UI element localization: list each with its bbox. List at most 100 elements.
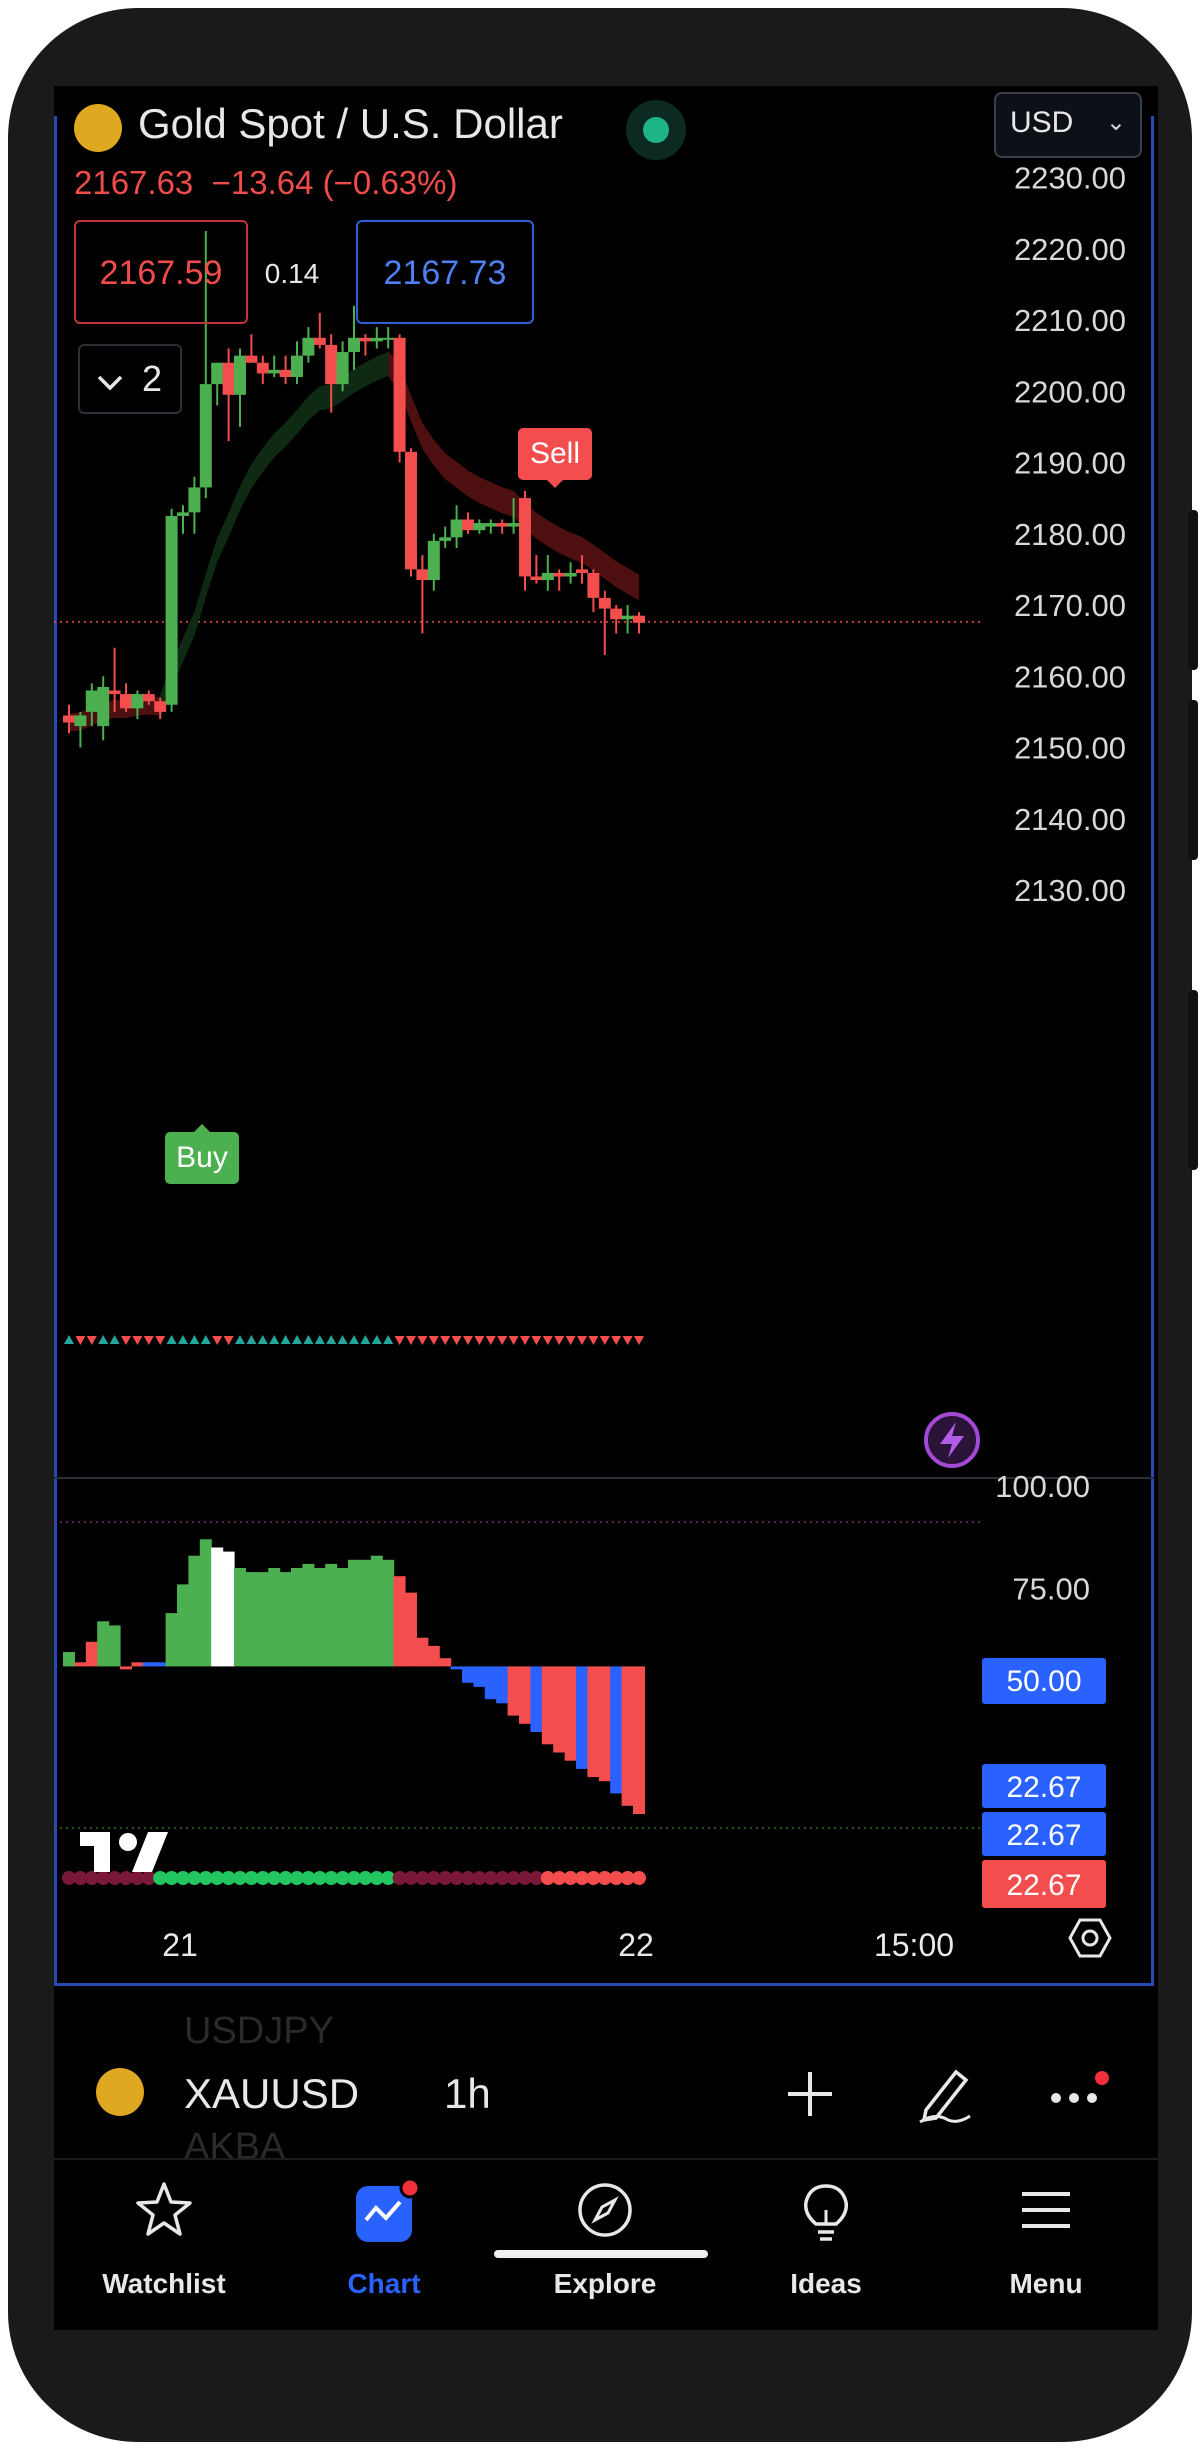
candle-body bbox=[519, 498, 531, 577]
currency-value: USD bbox=[1010, 106, 1074, 139]
osc-bar bbox=[234, 1568, 246, 1667]
osc-badge-1: 22.67 bbox=[982, 1764, 1106, 1808]
signal-dot bbox=[164, 1871, 179, 1885]
candle-body bbox=[302, 337, 315, 356]
candle-body bbox=[313, 337, 326, 345]
osc-bar bbox=[427, 1645, 440, 1667]
indicators-toggle[interactable]: 2 bbox=[78, 344, 182, 414]
nav-chart[interactable]: Chart bbox=[274, 2160, 494, 2330]
osc-bar bbox=[313, 1568, 326, 1667]
signal-dot bbox=[404, 1871, 418, 1885]
signal-dot bbox=[335, 1871, 350, 1885]
marker-up bbox=[200, 1335, 211, 1344]
candle-body bbox=[507, 523, 520, 527]
marker-up bbox=[337, 1335, 348, 1344]
marker-up bbox=[303, 1335, 314, 1344]
marker-down bbox=[212, 1336, 223, 1345]
osc-badge-blue-value: 50.00 bbox=[1006, 1665, 1081, 1698]
chevron-down-icon bbox=[97, 375, 123, 391]
phone-side-button bbox=[1188, 990, 1198, 1170]
osc-tick-label: 75.00 bbox=[1012, 1572, 1090, 1607]
marker-down bbox=[394, 1336, 405, 1345]
nav-watchlist[interactable]: Watchlist bbox=[54, 2160, 274, 2330]
bottom-nav: Watchlist Chart Explore Ideas Menu bbox=[54, 2158, 1158, 2330]
osc-bar bbox=[97, 1621, 110, 1667]
marker-up bbox=[98, 1335, 109, 1344]
signal-dot bbox=[586, 1871, 601, 1885]
signal-dot bbox=[495, 1871, 510, 1885]
signal-dot bbox=[449, 1871, 464, 1885]
marker-down bbox=[428, 1336, 439, 1345]
symbol-title[interactable]: Gold Spot / U.S. Dollar bbox=[138, 100, 563, 147]
gear-icon[interactable] bbox=[1068, 1918, 1112, 1958]
osc-bar bbox=[291, 1568, 303, 1667]
nav-explore[interactable]: Explore bbox=[495, 2160, 715, 2330]
last-price: 2167.63 bbox=[74, 164, 194, 201]
signal-dot bbox=[347, 1871, 361, 1885]
signal-dot bbox=[381, 1871, 396, 1885]
osc-bar bbox=[188, 1555, 201, 1667]
candle-body bbox=[450, 519, 463, 538]
signal-dot bbox=[244, 1871, 259, 1885]
marker-up bbox=[360, 1335, 371, 1344]
timeframe[interactable]: 1h bbox=[444, 2070, 491, 2117]
signal-dot bbox=[472, 1871, 487, 1885]
candle-body bbox=[177, 512, 189, 516]
candle-body bbox=[484, 523, 497, 527]
plus-icon[interactable] bbox=[784, 2068, 836, 2120]
star-icon bbox=[136, 2182, 192, 2236]
marker-down bbox=[622, 1336, 633, 1345]
osc-bar bbox=[587, 1666, 600, 1778]
price-chart[interactable]: 2230.00 2220.00 2210.00 2200.00 2190.00 2180.… bbox=[54, 86, 1158, 1986]
lightning-icon[interactable] bbox=[924, 1412, 980, 1468]
marker-down bbox=[143, 1336, 154, 1345]
osc-bar bbox=[211, 1547, 224, 1667]
osc-bar bbox=[131, 1662, 144, 1667]
marker-down bbox=[542, 1336, 553, 1345]
chart-icon bbox=[356, 2180, 421, 2242]
price-change: −13.64 (−0.63%) bbox=[211, 164, 458, 201]
candle-body bbox=[131, 694, 144, 709]
marker-down bbox=[474, 1336, 485, 1345]
marker-down bbox=[86, 1336, 97, 1345]
osc-badge-3: 22.67 bbox=[982, 1860, 1106, 1908]
currency-select[interactable]: USD ⌄ bbox=[994, 92, 1142, 158]
osc-bar bbox=[359, 1559, 372, 1667]
buy-price-button[interactable]: 2167.73 bbox=[356, 220, 534, 324]
candle-body bbox=[245, 355, 258, 363]
candle-body bbox=[382, 337, 395, 340]
osc-badge-2-value: 22.67 bbox=[1006, 1819, 1081, 1852]
price-change-line: 2167.63 −13.64 (−0.63%) bbox=[74, 164, 457, 202]
candle-body bbox=[633, 615, 645, 623]
osc-bar bbox=[142, 1662, 155, 1667]
marker-down bbox=[463, 1336, 473, 1345]
axis-top-mask bbox=[54, 86, 1158, 116]
osc-bar bbox=[63, 1652, 75, 1667]
signal-dot bbox=[107, 1871, 122, 1885]
osc-bar bbox=[279, 1572, 292, 1667]
candle-body bbox=[427, 540, 440, 581]
nav-ideas[interactable]: Ideas bbox=[716, 2160, 936, 2330]
signal-dot bbox=[597, 1871, 612, 1885]
price-tick-label: 2170.00 bbox=[1014, 588, 1126, 623]
candle-body bbox=[462, 519, 474, 531]
nav-menu[interactable]: Menu bbox=[936, 2160, 1156, 2330]
sell-signal: Sell bbox=[518, 428, 592, 488]
sell-price-button[interactable]: 2167.59 bbox=[74, 220, 248, 324]
nav-label: Chart bbox=[347, 2268, 421, 2299]
osc-bar bbox=[74, 1662, 87, 1667]
osc-bar bbox=[245, 1572, 258, 1667]
osc-bar bbox=[370, 1555, 383, 1667]
osc-bar bbox=[268, 1568, 281, 1667]
price-tick-label: 2190.00 bbox=[1014, 446, 1126, 481]
candle-body bbox=[530, 576, 543, 581]
signal-dot bbox=[84, 1871, 99, 1885]
marker-down bbox=[554, 1336, 565, 1345]
symbol-name[interactable]: XAUUSD bbox=[184, 2070, 360, 2117]
pencil-icon[interactable] bbox=[912, 2062, 976, 2126]
ribbon-green bbox=[160, 351, 389, 719]
market-status-icon[interactable] bbox=[626, 100, 686, 160]
more-icon[interactable] bbox=[1044, 2066, 1114, 2122]
marker-down bbox=[588, 1336, 599, 1345]
signal-dot bbox=[632, 1871, 646, 1885]
